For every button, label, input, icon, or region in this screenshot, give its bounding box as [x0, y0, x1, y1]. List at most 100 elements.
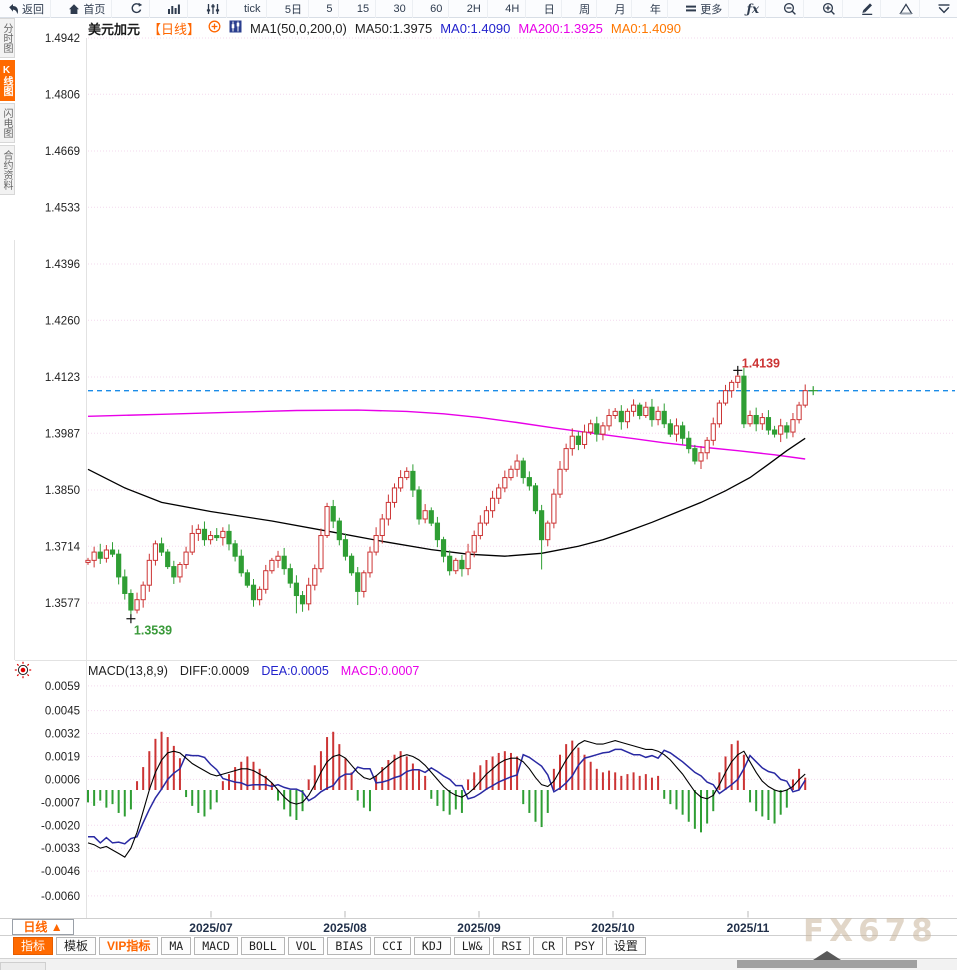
svg-text:-0.0007: -0.0007: [41, 797, 80, 809]
toolbar-back-label: 返回: [22, 3, 44, 16]
toolbar-draw-button[interactable]: [854, 0, 882, 18]
toolbar-chart-type-button[interactable]: [161, 0, 189, 18]
toolbar-h4-button[interactable]: 4H: [499, 0, 527, 18]
toolbar-month-button[interactable]: 月: [608, 0, 633, 18]
toolbar-fx-button[interactable]: ƒx: [741, 0, 766, 18]
svg-text:1.4260: 1.4260: [45, 315, 80, 327]
toolbar-m15-button[interactable]: 15: [351, 0, 377, 18]
svg-text:1.4806: 1.4806: [45, 89, 80, 101]
svg-text:1.4396: 1.4396: [45, 259, 80, 271]
high-price-label: 1.4139: [742, 356, 780, 370]
circle-plus-icon[interactable]: [208, 20, 221, 36]
indicator-button-指标[interactable]: 指标: [13, 937, 54, 955]
scrollbar-track[interactable]: [0, 958, 957, 970]
toolbar-m60-label: 60: [430, 2, 443, 15]
svg-text:1.4533: 1.4533: [45, 202, 80, 214]
xaxis-month-label: 2025/11: [726, 921, 770, 935]
macd-settings-icon[interactable]: [14, 661, 32, 684]
home-icon: [68, 3, 80, 15]
indicator-button-RSI[interactable]: RSI: [493, 937, 531, 955]
diff-line: [87, 740, 806, 858]
sidebar-tab-K线图[interactable]: K线图: [0, 60, 15, 101]
toolbar-5d-label: 5日: [284, 3, 302, 16]
candlestick-chip-icon[interactable]: [229, 20, 242, 36]
toolbar-home-label: 首页: [83, 3, 106, 16]
scroll-latest-arrow-icon[interactable]: [813, 951, 841, 960]
candles: [85, 367, 808, 619]
xaxis-month-label: 2025/10: [591, 921, 635, 935]
toolbar-h4-label: 4H: [505, 2, 520, 15]
toolbar-m15-label: 15: [356, 2, 370, 15]
toolbar-more-button[interactable]: 更多: [679, 0, 730, 18]
toolbar-year-button[interactable]: 年: [644, 0, 668, 18]
toolbar-zoom-in-button[interactable]: [816, 0, 843, 18]
macd-histogram: [87, 731, 807, 833]
toolbar-collapse-button[interactable]: [931, 0, 957, 18]
toolbar-m60-button[interactable]: 60: [424, 0, 450, 18]
toolbar-m30-button[interactable]: 30: [388, 0, 413, 18]
toolbar-day-label: 日: [543, 3, 555, 16]
toolbar-5d-button[interactable]: 5日: [279, 0, 309, 18]
indicator-button-CR[interactable]: CR: [533, 937, 564, 955]
top-toolbar: 返回 首页 tick 5日 5 15 30 60 2H 4H 日 周 月 年 更多 ƒx: [0, 0, 957, 18]
sliders-icon: [206, 3, 220, 15]
macd-macd-value: MACD:0.0007: [340, 664, 420, 678]
zoom-out-icon: [783, 2, 797, 16]
panel-borders: [15, 38, 957, 918]
sidebar-tab-分时图[interactable]: 分时图: [0, 18, 15, 58]
indicator-button-CCI[interactable]: CCI: [374, 937, 411, 955]
toolbar-m30-label: 30: [393, 2, 406, 15]
indicator-button-VOL[interactable]: VOL: [287, 937, 325, 955]
low-price-label: 1.3539: [134, 624, 172, 638]
grid-lines: [88, 37, 955, 897]
bar-chart-icon: [167, 3, 181, 15]
svg-text:0.0006: 0.0006: [45, 774, 80, 786]
macd-params: MACD(13,8,9): [88, 664, 168, 678]
toolbar-more-label: 更多: [700, 3, 723, 16]
macd-axis-labels: 0.0059 0.0045 0.0032 0.0019 0.0006 -0.0007 -0.…: [41, 681, 80, 903]
ma50-value: MA50:1.3975: [354, 20, 433, 36]
svg-text:0.0059: 0.0059: [45, 681, 80, 693]
svg-text:1.3850: 1.3850: [45, 485, 80, 497]
toolbar-h2-button[interactable]: 2H: [461, 0, 488, 18]
toolbar-month-label: 月: [614, 3, 626, 16]
toolbar-back-button[interactable]: 返回: [0, 0, 51, 18]
svg-text:-0.0060: -0.0060: [41, 891, 80, 903]
indicator-button-MACD[interactable]: MACD: [194, 937, 238, 955]
zoom-in-icon: [822, 2, 836, 16]
toolbar-refresh-button[interactable]: [124, 0, 150, 18]
period-selector-button[interactable]: 日线 ▲: [12, 919, 74, 935]
indicator-button-BOLL[interactable]: BOLL: [240, 937, 285, 955]
indicator-button-PSY[interactable]: PSY: [566, 937, 603, 955]
indicator-button-VIP指标[interactable]: VIP指标: [99, 937, 159, 955]
toolbar-day-button[interactable]: 日: [538, 0, 562, 18]
toolbar-week-button[interactable]: 周: [573, 0, 598, 18]
toolbar-zoom-out-button[interactable]: [777, 0, 805, 18]
toolbar-tick-button[interactable]: tick: [238, 0, 268, 18]
month-tick-marks: [210, 911, 749, 918]
indicator-button-LW&[interactable]: LW&: [453, 937, 491, 955]
indicator-button-MA[interactable]: MA: [161, 937, 192, 955]
sidebar-tab-闪电图[interactable]: 闪电图: [0, 103, 15, 143]
svg-text:1.3987: 1.3987: [45, 428, 80, 440]
ma200-value: MA200:1.3925: [518, 20, 603, 36]
indicator-button-KDJ[interactable]: KDJ: [413, 937, 451, 955]
svg-text:1.4123: 1.4123: [45, 372, 80, 384]
svg-text:-0.0046: -0.0046: [41, 866, 80, 878]
indicator-button-BIAS[interactable]: BIAS: [327, 937, 372, 955]
toolbar-h2-label: 2H: [466, 2, 481, 15]
toolbar-indicator-panel-button[interactable]: [200, 0, 227, 18]
scrollbar-thumb[interactable]: [737, 960, 917, 968]
ma50-line: [87, 437, 806, 557]
toolbar-home-button[interactable]: 首页: [62, 0, 113, 18]
pencil-icon: [860, 2, 874, 15]
toolbar-m5-button[interactable]: 5: [320, 0, 340, 18]
time-axis: 2025/07 2025/08 2025/09 2025/10 2025/11: [0, 918, 957, 936]
refresh-icon: [130, 2, 143, 15]
indicator-button-设置[interactable]: 设置: [605, 937, 646, 955]
toolbar-triangle-up-button[interactable]: [893, 0, 920, 18]
sidebar-tab-合约资料[interactable]: 合约资料: [0, 145, 15, 195]
back-arrow-icon: [6, 3, 19, 15]
indicator-button-模板[interactable]: 模板: [56, 937, 97, 955]
